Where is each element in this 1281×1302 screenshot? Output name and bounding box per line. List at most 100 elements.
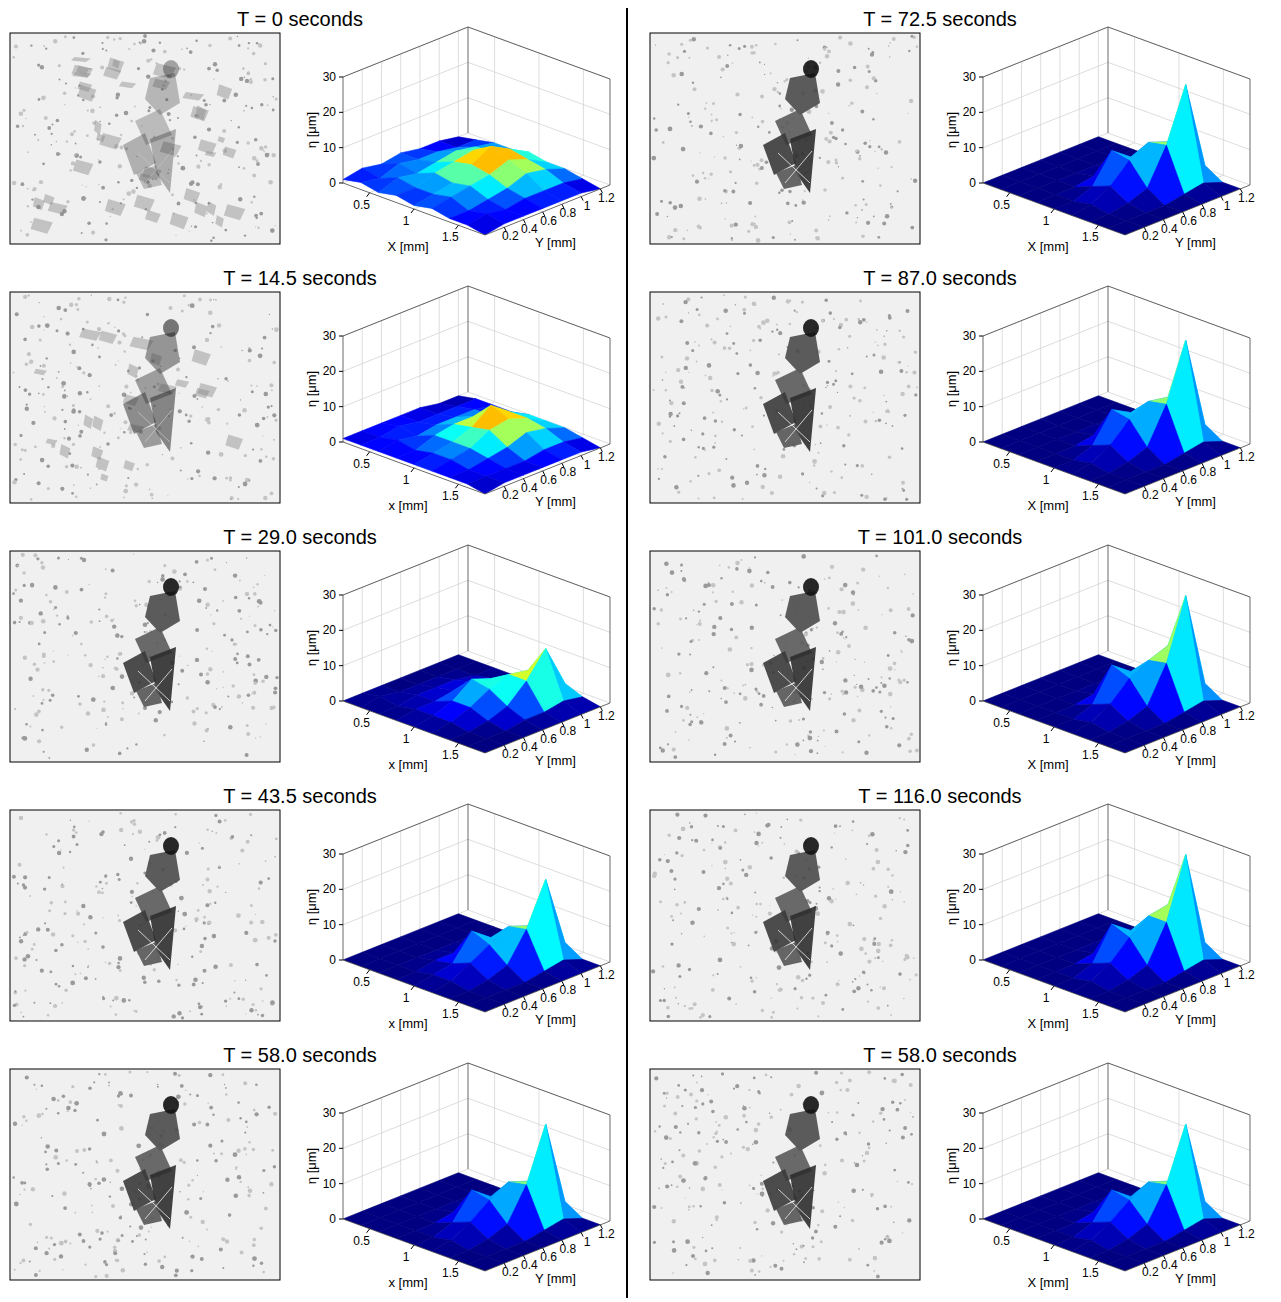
speckle bbox=[182, 1237, 184, 1239]
speckle bbox=[133, 823, 136, 826]
speckle bbox=[220, 183, 222, 185]
speckle bbox=[93, 1081, 95, 1083]
speckle bbox=[218, 185, 223, 190]
speckle bbox=[74, 631, 78, 635]
speckle bbox=[180, 1084, 184, 1088]
speckle bbox=[245, 1153, 247, 1155]
speckle bbox=[273, 939, 276, 942]
tick-label: 10 bbox=[323, 1177, 337, 1191]
speckle bbox=[82, 371, 85, 374]
speckle bbox=[252, 1148, 255, 1151]
speckle bbox=[228, 725, 233, 730]
speckle bbox=[253, 938, 258, 943]
speckle bbox=[67, 437, 71, 441]
speckle bbox=[27, 352, 31, 356]
speckle bbox=[265, 153, 270, 158]
speckle bbox=[49, 699, 52, 702]
speckle bbox=[66, 617, 69, 620]
speckle bbox=[878, 167, 880, 169]
panel-title: T = 43.5 seconds bbox=[223, 785, 377, 807]
speckle bbox=[266, 416, 268, 418]
faint-grain bbox=[127, 364, 138, 379]
speckle bbox=[275, 676, 278, 679]
speckle bbox=[146, 1071, 148, 1073]
speckle bbox=[135, 604, 138, 607]
speckle bbox=[880, 148, 883, 151]
speckle bbox=[196, 1094, 198, 1096]
speckle bbox=[42, 654, 46, 658]
speckle bbox=[274, 327, 279, 332]
speckle bbox=[188, 304, 190, 306]
speckle bbox=[103, 700, 105, 702]
speckle bbox=[56, 141, 57, 142]
speckle bbox=[119, 1104, 123, 1108]
speckle bbox=[91, 1205, 93, 1207]
speckle bbox=[252, 1243, 256, 1247]
speckle bbox=[213, 78, 215, 80]
speckle bbox=[26, 954, 31, 959]
speckle bbox=[243, 110, 244, 111]
tick-label: 0 bbox=[329, 694, 336, 708]
speckle bbox=[231, 120, 232, 121]
speckle bbox=[42, 393, 45, 396]
speckle bbox=[112, 624, 116, 628]
axis-edge bbox=[485, 962, 610, 1012]
speckle bbox=[222, 99, 226, 103]
grain bbox=[145, 591, 180, 633]
speckle bbox=[46, 357, 48, 359]
speckle bbox=[236, 1149, 240, 1153]
speckle bbox=[242, 702, 243, 703]
speckle bbox=[102, 1132, 107, 1137]
tick-label: 1 bbox=[584, 458, 591, 472]
speckle bbox=[47, 689, 50, 692]
speckle bbox=[61, 381, 66, 386]
speckle bbox=[45, 1251, 49, 1255]
faint-grain bbox=[78, 85, 97, 102]
speckle bbox=[239, 1117, 241, 1119]
speckle bbox=[214, 814, 217, 817]
speckle bbox=[860, 110, 864, 114]
speckle bbox=[64, 420, 68, 424]
speckle bbox=[52, 660, 55, 663]
speckle bbox=[225, 1239, 229, 1243]
speckle bbox=[85, 197, 86, 198]
grid-line bbox=[362, 1105, 504, 1263]
speckle bbox=[23, 473, 25, 475]
grain-core bbox=[163, 60, 179, 78]
speckle bbox=[196, 165, 200, 169]
speckle bbox=[70, 169, 72, 171]
speckle bbox=[271, 77, 274, 80]
speckle bbox=[259, 1226, 263, 1230]
speckle bbox=[78, 425, 79, 426]
speckle bbox=[237, 498, 239, 500]
tick-mark bbox=[339, 77, 343, 78]
speckle bbox=[105, 568, 107, 570]
speckle bbox=[113, 412, 116, 415]
speckle bbox=[244, 454, 247, 457]
tick-label: 20 bbox=[323, 882, 337, 896]
speckle bbox=[119, 828, 123, 832]
speckle bbox=[34, 446, 37, 449]
tick-mark bbox=[367, 1229, 370, 1233]
speckle bbox=[59, 79, 61, 81]
speckle bbox=[39, 611, 43, 615]
tick-mark bbox=[339, 406, 343, 407]
speckle bbox=[170, 456, 174, 460]
speckle bbox=[250, 904, 253, 907]
speckle bbox=[723, 156, 726, 159]
speckle bbox=[108, 122, 111, 125]
speckle bbox=[138, 1233, 142, 1237]
speckle bbox=[180, 447, 182, 449]
speckle bbox=[19, 939, 23, 943]
faint-grain bbox=[46, 439, 58, 445]
speckle bbox=[27, 151, 29, 153]
speckle bbox=[181, 49, 182, 50]
speckle bbox=[87, 221, 91, 225]
tick-mark bbox=[455, 484, 458, 488]
axis-edge bbox=[468, 804, 610, 856]
speckle bbox=[262, 417, 266, 421]
tick-mark bbox=[411, 1245, 414, 1249]
speckle bbox=[80, 588, 84, 592]
speckle bbox=[195, 658, 199, 662]
speckle bbox=[174, 1273, 178, 1277]
